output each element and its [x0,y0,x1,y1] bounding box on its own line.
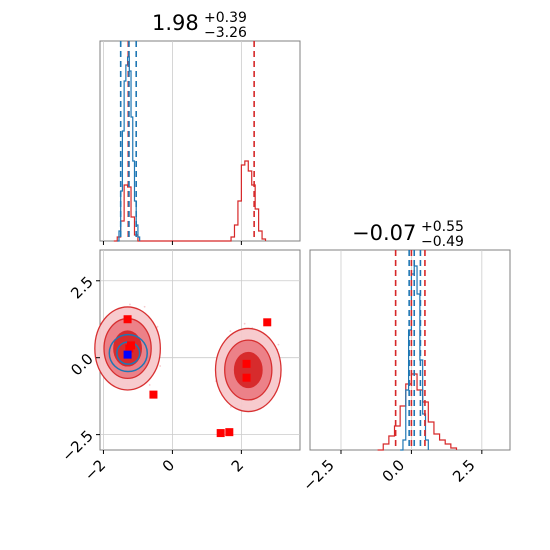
y-tick-label: 2.5 [67,273,97,303]
x-tick-label: −2.5 [299,456,337,494]
sample-point [156,325,159,328]
title-minus-param-1: −3.26 [204,25,247,41]
sample-point [277,343,280,346]
title-value-param-2: −0.07 [352,221,416,245]
y-tick-label: 0.0 [67,350,97,380]
sample-point [243,322,246,325]
sample-point [229,406,232,408]
histogram-panel-param-2: −2.5 0.0 2.5 −0.07 +0.55 −0.49 [299,219,511,495]
x-tick-label: 2 [228,456,247,475]
red-marker [123,315,132,324]
red-marker [216,429,225,438]
sample-point [159,365,162,367]
sample-point [148,384,151,386]
x-tick-label: 0 [159,456,178,475]
red-marker [149,390,158,399]
y-tick-label: −2.5 [58,427,96,465]
red-marker [263,318,272,327]
x-tick-label: −2 [81,456,109,484]
histogram-panel-param-1: 1.98 +0.39 −3.26 [99,10,301,245]
red-marker [242,373,251,382]
sample-point [143,305,146,308]
title-value-param-1: 1.98 [152,11,199,35]
blue-marker [123,350,132,359]
histogram-series-red [113,160,267,242]
red-marker [225,428,234,437]
contour-red [233,351,263,389]
red-marker [125,344,134,353]
sample-point [229,330,232,332]
sample-point [129,303,131,306]
histogram-series-red [377,373,458,451]
contour-blue [108,333,148,373]
x-tick-label: 0.0 [379,456,409,486]
title-minus-param-2: −0.49 [421,234,464,250]
x-tick-label: 2.5 [449,456,479,486]
red-marker [242,359,251,368]
scatter-panel: −2 0 2 −2.5 0.0 2.5 [58,249,301,484]
title-plus-param-1: +0.39 [204,10,247,26]
title-plus-param-2: +0.55 [421,219,464,235]
